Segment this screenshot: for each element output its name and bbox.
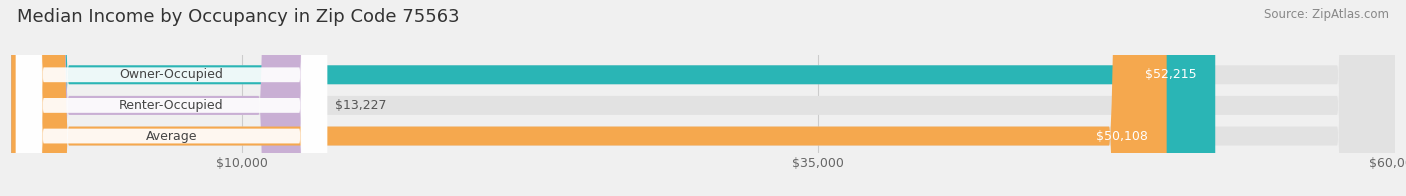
FancyBboxPatch shape: [11, 0, 1395, 196]
Text: Average: Average: [146, 130, 197, 142]
FancyBboxPatch shape: [11, 0, 1395, 196]
Text: Median Income by Occupancy in Zip Code 75563: Median Income by Occupancy in Zip Code 7…: [17, 8, 460, 26]
FancyBboxPatch shape: [15, 0, 328, 196]
FancyBboxPatch shape: [15, 0, 328, 196]
Text: Source: ZipAtlas.com: Source: ZipAtlas.com: [1264, 8, 1389, 21]
FancyBboxPatch shape: [11, 0, 1215, 196]
Text: $13,227: $13,227: [335, 99, 387, 112]
Text: $52,215: $52,215: [1144, 68, 1197, 81]
FancyBboxPatch shape: [15, 0, 328, 196]
Text: Owner-Occupied: Owner-Occupied: [120, 68, 224, 81]
FancyBboxPatch shape: [11, 0, 1167, 196]
FancyBboxPatch shape: [11, 0, 316, 196]
FancyBboxPatch shape: [11, 0, 1395, 196]
Text: Renter-Occupied: Renter-Occupied: [120, 99, 224, 112]
Text: $50,108: $50,108: [1097, 130, 1149, 142]
